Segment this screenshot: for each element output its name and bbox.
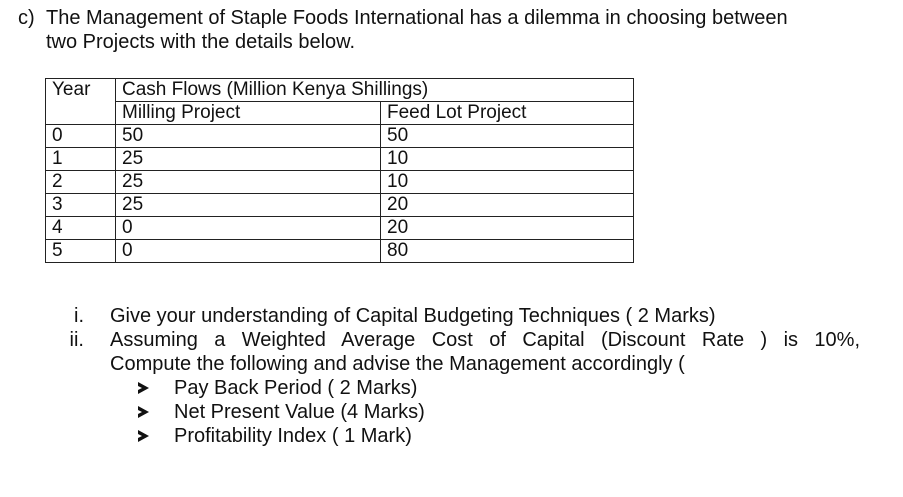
sub-question-ii: ii. Assuming a Weighted Average Cost of … — [60, 328, 860, 376]
intro-line-1: c) The Management of Staple Foods Interna… — [18, 6, 888, 30]
feedlot-cell: 20 — [380, 193, 634, 217]
feedlot-header: Feed Lot Project — [380, 101, 634, 125]
sub-question-text: Give your understanding of Capital Budge… — [110, 305, 716, 327]
list-item-text: Net Present Value (4 Marks) — [174, 401, 425, 423]
feedlot-cell: 80 — [380, 239, 634, 263]
table-subheader-row: Milling Project Feed Lot Project — [46, 101, 634, 125]
feedlot-cell: 10 — [380, 147, 634, 171]
table-row: 0 50 50 — [45, 124, 634, 148]
sub-question-text: Assuming a Weighted Average Cost of Capi… — [110, 329, 860, 351]
sub-question-text-continued: Compute the following and advise the Man… — [110, 353, 685, 375]
table-row: 1 25 10 — [45, 147, 634, 171]
intro-text-1: The Management of Staple Foods Internati… — [46, 7, 788, 29]
table-row: 5 0 80 — [45, 239, 634, 263]
milling-cell: 25 — [115, 170, 381, 194]
list-item-text: Profitability Index ( 1 Mark) — [174, 425, 412, 447]
arrow-bullet-icon — [138, 382, 149, 394]
year-cell: 2 — [45, 170, 116, 194]
milling-cell: 25 — [115, 147, 381, 171]
feedlot-cell: 50 — [380, 124, 634, 148]
arrow-bullet-icon — [138, 406, 149, 418]
list-item: Profitability Index ( 1 Mark) — [138, 424, 860, 448]
list-item-text: Pay Back Period ( 2 Marks) — [174, 377, 418, 399]
sub-questions: i. Give your understanding of Capital Bu… — [60, 304, 860, 448]
milling-header: Milling Project — [115, 101, 381, 125]
computation-list: Pay Back Period ( 2 Marks) Net Present V… — [60, 376, 860, 448]
cash-flow-table: Year Cash Flows (Million Kenya Shillings… — [45, 78, 634, 263]
year-cell: 5 — [45, 239, 116, 263]
year-cell: 0 — [45, 124, 116, 148]
milling-cell: 50 — [115, 124, 381, 148]
milling-cell: 25 — [115, 193, 381, 217]
question-intro: c) The Management of Staple Foods Interna… — [18, 6, 888, 54]
arrow-bullet-icon — [138, 430, 149, 442]
sub-question-number: i. — [74, 305, 84, 327]
year-cell: 4 — [45, 216, 116, 240]
cash-flows-header: Cash Flows (Million Kenya Shillings) — [115, 78, 634, 102]
list-item: Pay Back Period ( 2 Marks) — [138, 376, 860, 400]
milling-cell: 0 — [115, 239, 381, 263]
intro-text-2: two Projects with the details below. — [46, 31, 356, 53]
sub-question-number: ii. — [69, 329, 84, 351]
table-header-row: Year Cash Flows (Million Kenya Shillings… — [45, 78, 634, 125]
feedlot-cell: 10 — [380, 170, 634, 194]
milling-cell: 0 — [115, 216, 381, 240]
list-item: Net Present Value (4 Marks) — [138, 400, 860, 424]
table-row: 4 0 20 — [45, 216, 634, 240]
year-cell: 3 — [45, 193, 116, 217]
table-row: 2 25 10 — [45, 170, 634, 194]
table-row: 3 25 20 — [45, 193, 634, 217]
feedlot-cell: 20 — [380, 216, 634, 240]
year-header: Year — [45, 78, 116, 125]
year-cell: 1 — [45, 147, 116, 171]
question-label: c) — [18, 7, 35, 29]
sub-question-i: i. Give your understanding of Capital Bu… — [60, 304, 860, 328]
